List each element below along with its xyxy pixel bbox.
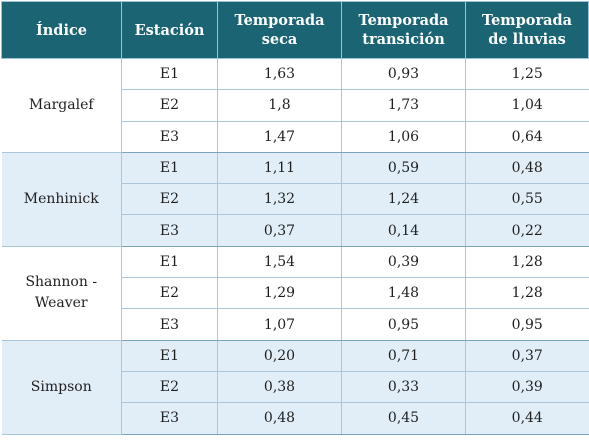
table-row: E3 0,48 0,45 0,44	[2, 402, 589, 435]
value-transicion-cell: 1,48	[341, 277, 466, 310]
station-cell: E3	[121, 402, 218, 435]
value-lluvias-cell: 1,25	[465, 58, 589, 91]
index-name-cell: Shannon - Weaver	[1, 246, 122, 341]
station-cell: E1	[121, 58, 218, 91]
value-transicion-cell: 0,71	[341, 340, 466, 372]
table-row: Simpson E1 0,20 0,71 0,37	[1, 340, 589, 435]
value-lluvias-cell: 0,22	[465, 214, 589, 247]
station-cell: E1	[121, 246, 218, 279]
value-seca-cell: 1,54	[217, 246, 342, 279]
value-lluvias-cell: 0,95	[465, 308, 589, 341]
value-seca-cell: 1,29	[217, 277, 342, 310]
table-row: E2 1,32 1,24 0,55	[2, 183, 589, 216]
station-cell: E2	[121, 89, 218, 122]
value-transicion-cell: 0,45	[341, 402, 466, 435]
value-seca-cell: 0,37	[217, 214, 342, 247]
value-seca-cell: 1,07	[217, 308, 342, 341]
header-row: Índice Estación Temporada seca Temporada…	[1, 1, 589, 59]
station-cell: E1	[121, 340, 218, 372]
station-cell: E2	[121, 371, 218, 404]
header-temporada-lluvias: Temporada de lluvias	[465, 1, 589, 59]
station-cell: E2	[121, 183, 218, 216]
value-lluvias-cell: 0,44	[465, 402, 589, 435]
value-lluvias-cell: 0,37	[465, 340, 589, 372]
value-transicion-cell: 0,14	[341, 214, 466, 247]
table-row: E3 1,47 1,06 0,64	[2, 121, 589, 153]
index-name-cell: Simpson	[1, 340, 122, 435]
value-transicion-cell: 1,24	[341, 183, 466, 216]
value-seca-cell: 0,20	[217, 340, 342, 372]
table-header: Índice Estación Temporada seca Temporada…	[1, 1, 589, 59]
value-lluvias-cell: 0,64	[465, 121, 589, 153]
value-seca-cell: 1,8	[217, 89, 342, 122]
station-cell: E1	[121, 152, 218, 185]
value-seca-cell: 1,11	[217, 152, 342, 185]
index-name-cell: Menhinick	[1, 152, 122, 247]
table-row: E3 1,07 0,95 0,95	[2, 308, 589, 341]
value-seca-cell: 0,48	[217, 402, 342, 435]
value-lluvias-cell: 0,55	[465, 183, 589, 216]
value-seca-cell: 1,63	[217, 58, 342, 91]
table-row: E3 0,37 0,14 0,22	[2, 214, 589, 247]
header-estacion: Estación	[121, 1, 218, 59]
header-temporada-transicion: Temporada transición	[341, 1, 466, 59]
value-transicion-cell: 0,33	[341, 371, 466, 404]
value-transicion-cell: 1,06	[341, 121, 466, 153]
header-indice: Índice	[1, 1, 122, 59]
diversity-indices-table: Índice Estación Temporada seca Temporada…	[1, 1, 589, 435]
station-cell: E3	[121, 121, 218, 153]
value-seca-cell: 1,32	[217, 183, 342, 216]
table-row: Shannon - Weaver E1 1,54 0,39 1,28	[1, 246, 589, 341]
station-cell: E3	[121, 308, 218, 341]
header-temporada-seca: Temporada seca	[217, 1, 342, 59]
value-seca-cell: 1,47	[217, 121, 342, 153]
station-cell: E3	[121, 214, 218, 247]
table-row: E2 1,29 1,48 1,28	[2, 277, 589, 310]
station-cell: E2	[121, 277, 218, 310]
value-transicion-cell: 0,39	[341, 246, 466, 279]
value-transicion-cell: 0,95	[341, 308, 466, 341]
table-row: Margalef E1 1,63 0,93 1,25	[1, 58, 589, 153]
table-row: E2 1,8 1,73 1,04	[2, 89, 589, 122]
value-lluvias-cell: 1,28	[465, 277, 589, 310]
value-lluvias-cell: 1,04	[465, 89, 589, 122]
diversity-indices-table-container: Índice Estación Temporada seca Temporada…	[1, 1, 589, 435]
table-row: Menhinick E1 1,11 0,59 0,48	[1, 152, 589, 247]
value-seca-cell: 0,38	[217, 371, 342, 404]
index-name-cell: Margalef	[1, 58, 122, 153]
value-transicion-cell: 0,59	[341, 152, 466, 185]
table-row: E2 0,38 0,33 0,39	[2, 371, 589, 404]
value-transicion-cell: 1,73	[341, 89, 466, 122]
value-lluvias-cell: 0,48	[465, 152, 589, 185]
value-lluvias-cell: 0,39	[465, 371, 589, 404]
value-transicion-cell: 0,93	[341, 58, 466, 91]
value-lluvias-cell: 1,28	[465, 246, 589, 279]
table-body: Margalef E1 1,63 0,93 1,25 E2 1,8 1,73 1…	[1, 58, 589, 435]
